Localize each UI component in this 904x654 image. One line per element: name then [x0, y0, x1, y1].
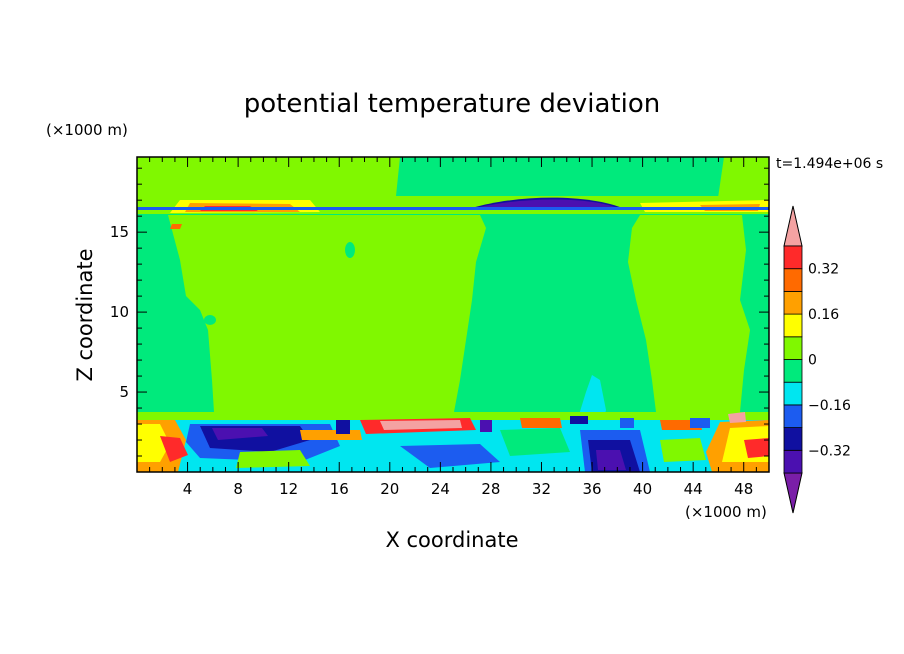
y-axis-label: Z coordinate [73, 248, 97, 381]
bl-hot [520, 418, 562, 428]
x-tick-label: 36 [582, 480, 601, 498]
chart-title: potential temperature deviation [244, 89, 660, 119]
y-unit-label: (×1000 m) [46, 121, 128, 139]
bl-cell [690, 418, 710, 428]
tropopause-line [137, 207, 769, 210]
bl-cell [570, 416, 588, 424]
colorbar-extend-top [783, 205, 803, 247]
bl-neutral [236, 450, 310, 468]
tropopause-speck [170, 224, 182, 229]
boundary-layer-edge [137, 412, 769, 420]
colorbar-box [783, 449, 803, 474]
colorbar-box [783, 427, 803, 451]
x-tick-label: 20 [380, 480, 399, 498]
bl-cell [620, 418, 634, 428]
bl-hot [300, 430, 362, 440]
x-tick-label: 8 [233, 480, 243, 498]
x-tick-label: 44 [684, 480, 703, 498]
colorbar: 0.32 0.16 0 −0.16 −0.32 [783, 205, 851, 514]
bl-cold [400, 444, 500, 468]
colorbar-box [783, 313, 803, 338]
colorbar-box [783, 336, 803, 360]
upper-green-patch [137, 157, 400, 196]
bl-neutral [660, 438, 706, 462]
bl-cold [212, 428, 268, 440]
y-tick-label: 10 [110, 303, 129, 321]
field-speck [345, 242, 355, 258]
contour-field [137, 157, 769, 472]
cyan-plume [578, 375, 606, 418]
bl-warm [160, 436, 188, 462]
bl-neutral [500, 428, 570, 456]
colorbar-box [783, 359, 803, 383]
bl-hot [728, 412, 746, 423]
colorbar-tick-label: −0.16 [808, 398, 851, 414]
x-tick-label: 48 [734, 480, 753, 498]
y-tick-label: 5 [119, 383, 129, 401]
green-band-2 [628, 215, 750, 412]
colorbar-tick-label: −0.32 [808, 443, 851, 459]
bl-cold [596, 450, 626, 470]
x-tick-label: 4 [183, 480, 193, 498]
y-tick-label: 15 [110, 223, 129, 241]
x-tick-label: 32 [532, 480, 551, 498]
colorbar-tick-label: 0 [808, 353, 817, 369]
x-tick-label: 16 [330, 480, 349, 498]
x-unit-label: (×1000 m) [685, 503, 767, 521]
colorbar-box [783, 381, 803, 406]
bl-cell [480, 420, 492, 432]
tropopause-cold [480, 199, 615, 207]
field-speck [204, 315, 216, 325]
bl-cell [336, 420, 350, 434]
colorbar-box [783, 245, 803, 270]
x-axis: 4 8 12 16 20 24 28 32 36 40 44 48 [149, 157, 757, 498]
colorbar-box [783, 404, 803, 428]
x-tick-label: 24 [431, 480, 450, 498]
colorbar-tick-label: 0.16 [808, 307, 839, 323]
x-tick-label: 28 [481, 480, 500, 498]
x-tick-label: 12 [279, 480, 298, 498]
bl-warm [137, 424, 170, 462]
colorbar-extend-bottom [783, 472, 803, 514]
bl-hot [380, 420, 462, 430]
x-axis-label: X coordinate [385, 528, 518, 552]
bl-warm [744, 438, 769, 458]
colorbar-box [783, 290, 803, 315]
green-band-1 [168, 215, 486, 412]
colorbar-box [783, 268, 803, 292]
colorbar-tick-label: 0.32 [808, 262, 839, 278]
time-label: t=1.494e+06 s [776, 156, 883, 172]
upper-green-patch [718, 157, 769, 198]
y-axis: 5 10 15 [110, 167, 769, 457]
x-tick-label: 40 [633, 480, 652, 498]
